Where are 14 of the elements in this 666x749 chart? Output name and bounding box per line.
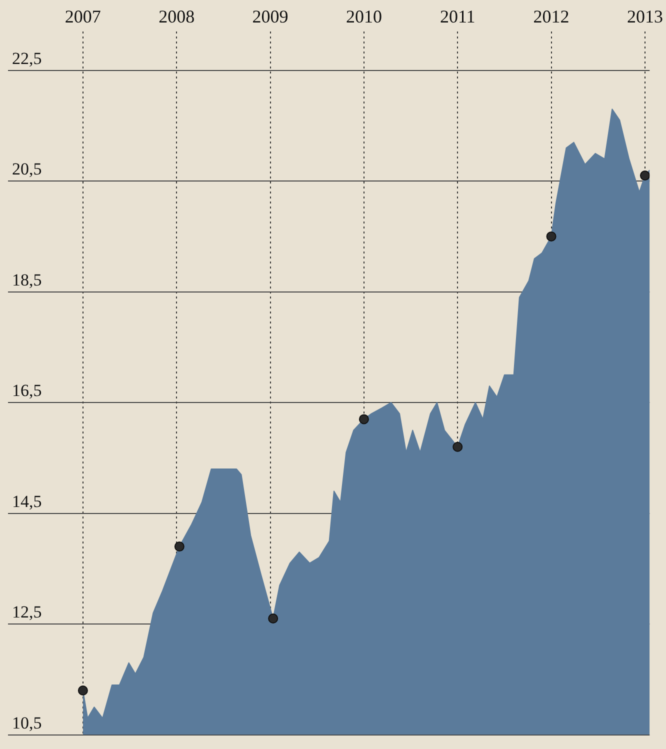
y-tick-label: 12,5 [12, 602, 42, 622]
y-tick-label: 20,5 [12, 160, 42, 179]
y-tick-label: 18,5 [12, 270, 42, 290]
x-tick-label: 2007 [64, 6, 101, 27]
y-tick-label: 16,5 [12, 381, 42, 400]
x-tick-label: 2010 [346, 6, 382, 27]
x-tick-label: 2011 [440, 6, 476, 27]
y-tick-label: 10,5 [12, 713, 42, 732]
x-tick-label: 2009 [252, 6, 288, 27]
x-tick-label: 2008 [158, 6, 195, 27]
x-tick-label: 2012 [533, 6, 570, 27]
x-tick-label: 2013 [626, 6, 663, 27]
y-tick-label: 22,5 [12, 48, 42, 68]
y-tick-label: 14,5 [12, 492, 42, 511]
